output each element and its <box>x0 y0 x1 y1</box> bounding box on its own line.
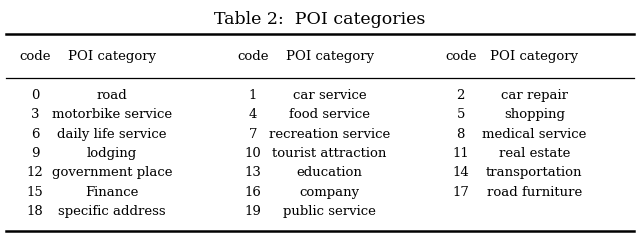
Text: 12: 12 <box>27 166 44 180</box>
Text: 7: 7 <box>248 128 257 141</box>
Text: code: code <box>19 50 51 63</box>
Text: 6: 6 <box>31 128 40 141</box>
Text: recreation service: recreation service <box>269 128 390 141</box>
Text: motorbike service: motorbike service <box>52 108 172 122</box>
Text: 13: 13 <box>244 166 261 180</box>
Text: daily life service: daily life service <box>57 128 167 141</box>
Text: 9: 9 <box>31 147 40 160</box>
Text: specific address: specific address <box>58 205 166 218</box>
Text: education: education <box>297 166 362 180</box>
Text: road: road <box>97 89 127 102</box>
Text: medical service: medical service <box>482 128 587 141</box>
Text: public service: public service <box>283 205 376 218</box>
Text: 5: 5 <box>456 108 465 122</box>
Text: 0: 0 <box>31 89 40 102</box>
Text: 1: 1 <box>248 89 257 102</box>
Text: car repair: car repair <box>501 89 568 102</box>
Text: food service: food service <box>289 108 370 122</box>
Text: 19: 19 <box>244 205 261 218</box>
Text: 14: 14 <box>452 166 469 180</box>
Text: transportation: transportation <box>486 166 582 180</box>
Text: shopping: shopping <box>504 108 565 122</box>
Text: 16: 16 <box>244 186 261 199</box>
Text: government place: government place <box>52 166 172 180</box>
Text: POI category: POI category <box>490 50 579 63</box>
Text: tourist attraction: tourist attraction <box>273 147 387 160</box>
Text: 4: 4 <box>248 108 257 122</box>
Text: 2: 2 <box>456 89 465 102</box>
Text: 11: 11 <box>452 147 469 160</box>
Text: code: code <box>237 50 269 63</box>
Text: 10: 10 <box>244 147 261 160</box>
Text: 17: 17 <box>452 186 469 199</box>
Text: lodging: lodging <box>87 147 137 160</box>
Text: 18: 18 <box>27 205 44 218</box>
Text: POI category: POI category <box>68 50 156 63</box>
Text: car service: car service <box>292 89 367 102</box>
Text: Finance: Finance <box>85 186 139 199</box>
Text: Table 2:  POI categories: Table 2: POI categories <box>214 11 426 28</box>
Text: POI category: POI category <box>285 50 374 63</box>
Text: code: code <box>445 50 477 63</box>
Text: 8: 8 <box>456 128 465 141</box>
Text: company: company <box>300 186 360 199</box>
Text: real estate: real estate <box>499 147 570 160</box>
Text: 15: 15 <box>27 186 44 199</box>
Text: road furniture: road furniture <box>487 186 582 199</box>
Text: 3: 3 <box>31 108 40 122</box>
